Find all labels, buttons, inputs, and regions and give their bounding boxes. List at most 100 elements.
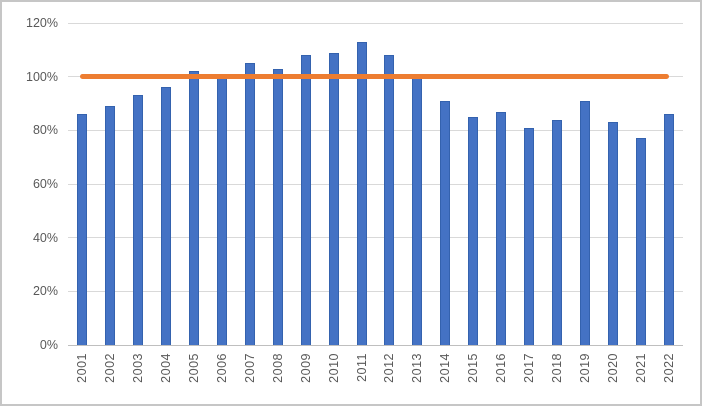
x-label-cell: 2015 (459, 353, 487, 383)
bar-2005 (188, 71, 199, 345)
plot-area (68, 22, 683, 346)
x-label-cell: 2007 (236, 353, 264, 383)
x-label-cell: 2022 (655, 353, 683, 383)
x-axis-line (68, 344, 683, 346)
bar-cell-2010 (320, 23, 348, 345)
bar-cell-2009 (292, 23, 320, 345)
x-axis-tick-label: 2004 (158, 353, 173, 383)
y-axis-tick-label: 60% (32, 177, 58, 191)
gridline (68, 183, 683, 185)
bar-2008 (272, 68, 283, 345)
bar-cell-2003 (124, 23, 152, 345)
x-axis-tick-label: 2008 (270, 353, 285, 383)
bar-2014 (440, 100, 451, 345)
bar-cell-2014 (431, 23, 459, 345)
x-label-cell: 2008 (264, 353, 292, 383)
bar-2020 (608, 122, 619, 345)
x-axis-tick-label: 2012 (382, 353, 397, 383)
bar-2018 (552, 119, 563, 345)
y-axis-tick-label: 120% (26, 16, 58, 30)
x-label-cell: 2012 (375, 353, 403, 383)
x-axis-tick-label: 2006 (214, 353, 229, 383)
x-axis-tick-label: 2022 (661, 353, 676, 383)
bar-2022 (663, 114, 674, 345)
x-axis-tick-label: 2013 (410, 353, 425, 383)
x-axis-tick-label: 2009 (298, 353, 313, 383)
bar-cell-2021 (627, 23, 655, 345)
bar-cell-2008 (264, 23, 292, 345)
gridline (68, 22, 683, 24)
x-axis-tick-label: 2007 (242, 353, 257, 383)
bar-2012 (384, 55, 395, 345)
bar-2015 (468, 116, 479, 345)
x-label-cell: 2020 (599, 353, 627, 383)
bar-cell-2005 (180, 23, 208, 345)
bar-cell-2001 (68, 23, 96, 345)
x-label-cell: 2018 (543, 353, 571, 383)
x-axis-tick-label: 2011 (354, 353, 369, 382)
x-label-cell: 2005 (180, 353, 208, 383)
bar-2001 (76, 114, 87, 345)
gridline (68, 290, 683, 292)
x-axis-tick-label: 2017 (522, 353, 537, 383)
x-axis-tick-label: 2016 (494, 353, 509, 383)
x-label-cell: 2017 (515, 353, 543, 383)
gridline (68, 237, 683, 239)
bar-cell-2011 (348, 23, 376, 345)
bar-cell-2007 (236, 23, 264, 345)
x-axis-tick-label: 2001 (74, 353, 89, 383)
bar-cell-2022 (655, 23, 683, 345)
bar-2016 (496, 111, 507, 345)
x-label-cell: 2003 (124, 353, 152, 383)
bar-2019 (580, 100, 591, 345)
x-label-cell: 2006 (208, 353, 236, 383)
y-axis-tick-label: 20% (32, 284, 58, 299)
bar-series (68, 23, 683, 345)
bar-2007 (244, 63, 255, 345)
bar-2009 (300, 55, 311, 345)
bar-cell-2015 (459, 23, 487, 345)
bar-cell-2019 (571, 23, 599, 345)
y-axis-tick-label: 80% (32, 123, 58, 138)
bar-2006 (216, 76, 227, 345)
bar-cell-2012 (375, 23, 403, 345)
y-axis-tick-label: 0% (39, 338, 58, 352)
bar-2017 (524, 127, 535, 345)
bar-2010 (328, 52, 339, 345)
x-label-cell: 2019 (571, 353, 599, 383)
x-label-cell: 2016 (487, 353, 515, 383)
x-label-cell: 2013 (403, 353, 431, 383)
bar-2003 (132, 95, 143, 345)
x-axis-tick-label: 2018 (550, 353, 565, 383)
reference-line-100 (80, 74, 669, 80)
bar-cell-2006 (208, 23, 236, 345)
x-label-cell: 2004 (152, 353, 180, 383)
bar-cell-2013 (403, 23, 431, 345)
x-label-cell: 2001 (68, 353, 96, 383)
y-axis-labels: 0% 20% 40% 60% 80% 100% 120% (2, 16, 58, 352)
x-label-cell: 2009 (292, 353, 320, 383)
bar-cell-2002 (96, 23, 124, 345)
x-label-cell: 2014 (431, 353, 459, 383)
x-axis-tick-label: 2010 (326, 353, 341, 383)
x-axis-tick-label: 2003 (130, 353, 145, 383)
bar-2013 (412, 76, 423, 345)
x-axis-labels: 2001 2002 2003 2004 2005 2006 2007 2008 2009 2010… (68, 353, 683, 383)
bar-cell-2004 (152, 23, 180, 345)
x-axis-tick-label: 2015 (466, 353, 481, 383)
bar-2021 (636, 138, 647, 345)
x-label-cell: 2002 (96, 353, 124, 383)
x-axis-tick-label: 2021 (634, 353, 649, 383)
y-axis-tick-label: 100% (26, 69, 58, 84)
bar-2004 (160, 87, 171, 345)
bar-cell-2018 (543, 23, 571, 345)
x-label-cell: 2021 (627, 353, 655, 383)
x-label-cell: 2011 (348, 353, 376, 383)
x-label-cell: 2010 (320, 353, 348, 383)
y-axis-tick-label: 40% (32, 230, 58, 245)
x-axis-tick-label: 2005 (186, 353, 201, 383)
x-axis-tick-label: 2019 (578, 353, 593, 383)
gridline (68, 129, 683, 131)
x-axis-tick-label: 2002 (102, 353, 117, 383)
